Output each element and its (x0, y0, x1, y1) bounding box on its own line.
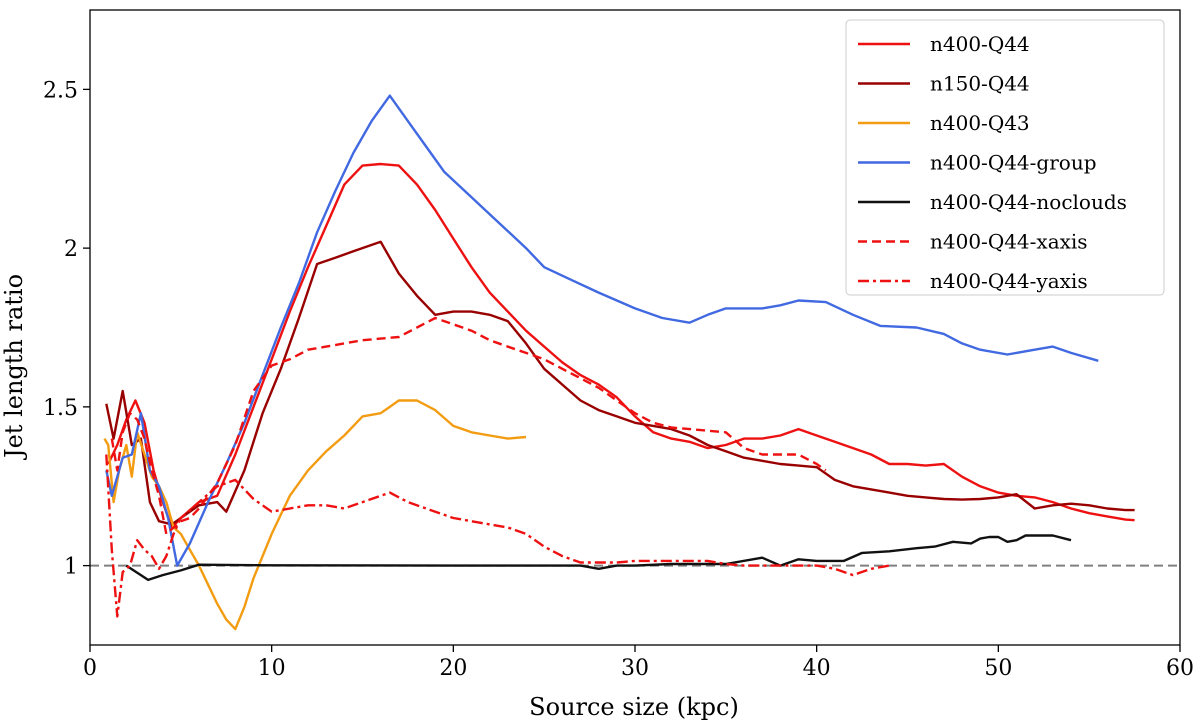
y-axis-label: Jet length ratio (0, 274, 28, 461)
y-tick-label: 2.5 (43, 78, 78, 103)
y-tick-label: 1.5 (43, 396, 78, 421)
legend-box (845, 19, 1165, 296)
legend-label: n400-Q44 (930, 32, 1030, 56)
legend-label: n400-Q43 (930, 111, 1030, 135)
series-line-0 (107, 162, 1135, 529)
series-line-1 (105, 240, 1135, 526)
series-line-3 (105, 94, 1099, 567)
y-tick-label: 2 (64, 237, 78, 262)
legend-label: n400-Q44-group (930, 151, 1097, 175)
x-tick-label: 10 (258, 656, 286, 681)
x-tick-label: 30 (621, 656, 649, 681)
legend-label: n400-Q44-noclouds (930, 190, 1127, 214)
legend-label: n400-Q44-yaxis (930, 269, 1088, 293)
legend: n400-Q44 n150-Q44 n400-Q43 n400-Q44-group n4… (845, 19, 1165, 296)
x-tick-label: 40 (803, 656, 831, 681)
series-line-4 (125, 534, 1072, 582)
x-axis-label: Source size (kpc) (529, 693, 739, 721)
x-tick-label: 60 (1166, 656, 1194, 681)
x-tick-label: 50 (984, 656, 1012, 681)
series-line-5 (110, 316, 827, 536)
legend-label: n400-Q44-xaxis (930, 230, 1088, 254)
series-line-6 (105, 454, 890, 618)
series-layer (90, 94, 1180, 631)
x-tick-label: 0 (83, 656, 97, 681)
x-tick-label: 20 (439, 656, 467, 681)
legend-label: n150-Q44 (930, 72, 1030, 96)
axes-layer: 0 10 20 30 40 50 60 1 1.5 2 2.5 (43, 9, 1194, 681)
y-tick-label: 1 (64, 555, 78, 580)
